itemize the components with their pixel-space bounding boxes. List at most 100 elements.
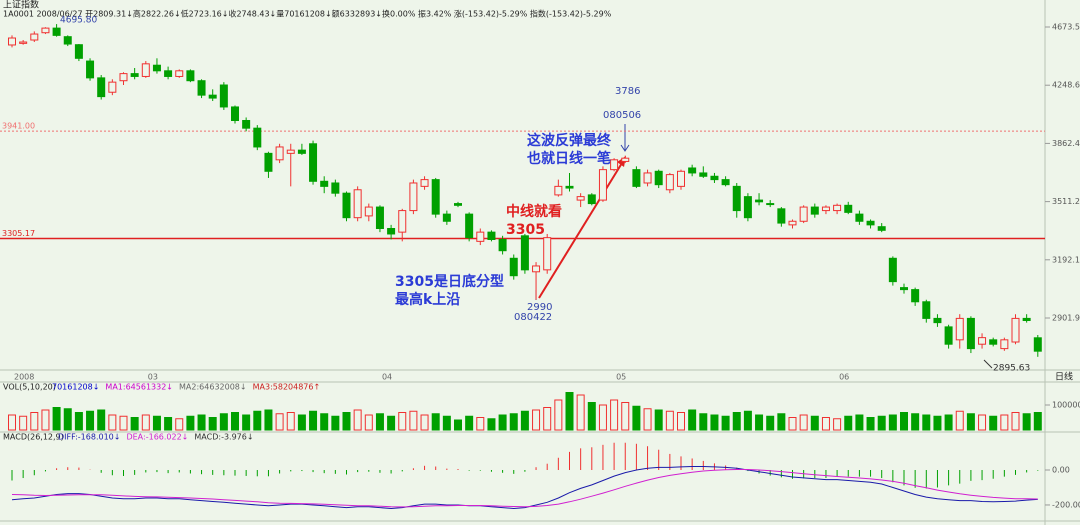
volume-bar: [74, 412, 83, 431]
volume-bar: [420, 414, 429, 431]
annotation: 也就日线一笔: [527, 150, 611, 167]
candle-body: [978, 337, 987, 345]
volume-bar: [342, 412, 351, 431]
pointer-line: [983, 359, 993, 369]
panel-title: VOL(5,10,20): [3, 383, 56, 392]
candle-body: [721, 179, 730, 186]
volume-bar: [888, 414, 897, 431]
volume-bar: [353, 409, 362, 431]
legend-entry: DEA:-166.022↓: [126, 433, 188, 442]
y-tick-label: 4673.5: [1052, 23, 1080, 32]
volume-bar: [788, 417, 797, 431]
candle-body: [966, 317, 975, 350]
volume-bar: [152, 415, 161, 431]
candle-body: [922, 301, 931, 319]
candle-body: [654, 170, 663, 186]
legend-entry: MA3:58204876↑: [253, 383, 321, 392]
volume-bar: [877, 415, 886, 431]
volume-bar: [331, 415, 340, 431]
candle-body: [844, 204, 853, 213]
annotation: 3305: [506, 222, 545, 238]
candle-body: [331, 182, 340, 194]
volume-bar: [253, 410, 262, 431]
volume-bar: [108, 414, 117, 431]
legend-entry: MA1:64561332↓: [105, 383, 173, 392]
candle-body: [275, 146, 284, 161]
candle-body: [743, 196, 752, 219]
candle-body: [788, 220, 797, 226]
candle-body: [431, 179, 440, 215]
volume-bar: [944, 414, 953, 431]
volume-bar: [565, 392, 574, 431]
candle-body: [699, 172, 708, 177]
volume-bar: [721, 415, 730, 431]
candle-body: [900, 287, 908, 291]
candle-body: [175, 70, 184, 77]
y-tick-label: 0.00: [1052, 466, 1070, 475]
volume-bar: [30, 412, 39, 431]
volume-bar: [164, 417, 173, 431]
volume-bar: [320, 413, 329, 431]
candle-body: [1011, 317, 1020, 343]
candle-body: [632, 169, 641, 187]
candle-body: [877, 226, 886, 231]
candle-body: [19, 41, 28, 44]
panel-title: MACD(26,12,9): [3, 433, 64, 442]
volume-bar: [777, 413, 786, 431]
volume-bar: [1033, 412, 1042, 431]
level-label: 3305.17: [2, 229, 35, 238]
volume-bar: [1011, 412, 1020, 431]
candle-body: [286, 149, 295, 154]
candle-body: [498, 238, 507, 252]
candle-body: [74, 44, 83, 59]
x-tick-label: 04: [382, 373, 392, 382]
candle-body: [141, 63, 150, 77]
volume-bar: [465, 415, 474, 431]
candle-body: [476, 231, 485, 242]
candle-body: [777, 208, 786, 224]
x-tick-label: 06: [839, 373, 849, 382]
candle-body: [454, 203, 462, 206]
candle-body: [197, 80, 206, 96]
volume-bar: [509, 413, 518, 431]
volume-bar: [665, 410, 674, 431]
candle-body: [130, 73, 139, 77]
candle-body: [598, 169, 607, 201]
volume-bar: [375, 413, 384, 431]
volume-bar: [543, 407, 552, 431]
legend-entry: 70161208↓: [52, 383, 99, 392]
volume-bar: [1000, 414, 1009, 431]
volume-bar: [911, 413, 920, 431]
volume-bar: [643, 408, 652, 431]
volume-bar: [141, 414, 150, 431]
annotation: 最高k上沿: [395, 291, 460, 308]
volume-bar: [900, 412, 908, 431]
volume-bar: [576, 394, 585, 431]
volume-bar: [799, 414, 808, 431]
candle-body: [186, 70, 195, 82]
volume-bar: [219, 413, 228, 431]
annotation: 2990: [527, 302, 552, 313]
candle-body: [208, 94, 217, 99]
volume-bar: [732, 412, 741, 431]
volume-bar: [97, 409, 106, 431]
volume-bar: [966, 413, 975, 431]
candle-body: [587, 194, 596, 205]
volume-bar: [63, 408, 72, 431]
volume-bar: [409, 410, 418, 431]
volume-bar: [621, 402, 630, 431]
x-tick-label: 2008: [14, 373, 34, 382]
volume-bar: [710, 414, 719, 431]
volume-bar: [476, 417, 485, 431]
candle-body: [442, 213, 451, 222]
candle-body: [465, 213, 474, 239]
volume-bar: [978, 414, 987, 431]
x-tick-label: 03: [148, 373, 158, 382]
volume-bar: [855, 414, 864, 431]
candle-body: [375, 206, 384, 229]
volume-bar: [297, 414, 306, 431]
legend-entry: DIFF:-168.010↓: [58, 433, 120, 442]
volume-bar: [755, 414, 764, 431]
volume-bar: [810, 415, 819, 431]
volume-bar: [309, 410, 318, 431]
